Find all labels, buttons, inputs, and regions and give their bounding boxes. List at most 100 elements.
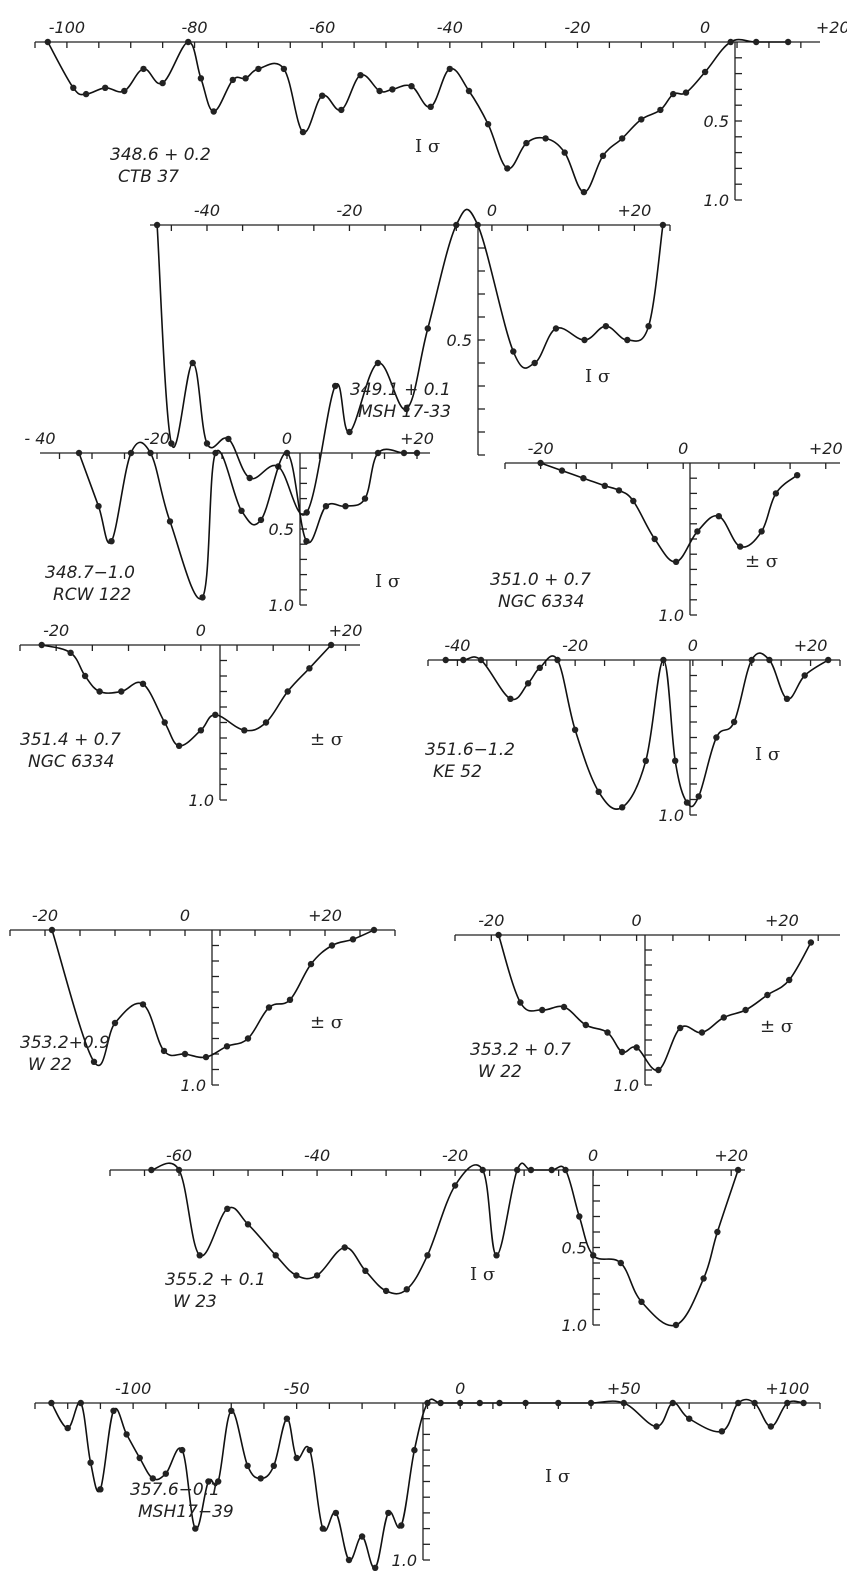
data-point <box>166 518 174 525</box>
data-point <box>476 1399 483 1407</box>
data-point <box>560 1003 568 1011</box>
data-point <box>446 65 453 73</box>
x-tick-label: +50 <box>607 1379 641 1398</box>
data-point <box>328 942 336 949</box>
data-point <box>197 727 205 734</box>
data-point <box>97 1486 104 1493</box>
data-point <box>633 1044 640 1051</box>
data-point <box>599 152 607 159</box>
data-point <box>212 711 219 718</box>
sigma-error-bar: ± σ <box>760 1016 793 1037</box>
data-point <box>542 135 549 142</box>
data-point <box>257 516 265 524</box>
source-coordinates: 357.6−0.1 <box>130 1480 220 1500</box>
series-line <box>156 208 664 516</box>
data-point <box>48 926 56 934</box>
data-point <box>179 1446 186 1454</box>
data-point <box>242 75 249 82</box>
data-point <box>659 221 667 229</box>
data-point <box>77 1399 85 1407</box>
data-point <box>215 1478 222 1485</box>
data-point <box>465 87 473 95</box>
data-point <box>70 84 77 92</box>
data-point <box>595 788 602 795</box>
data-point <box>408 83 415 90</box>
data-point <box>619 804 626 811</box>
data-point <box>800 1399 807 1407</box>
data-point <box>160 1047 168 1055</box>
source-name: KE 52 <box>433 762 482 782</box>
data-point <box>96 688 103 695</box>
data-point <box>382 1287 390 1295</box>
x-tick-label: -20 <box>144 429 170 448</box>
data-point <box>548 1166 555 1174</box>
x-tick-label: 0 <box>196 621 206 640</box>
data-point <box>389 86 396 93</box>
x-tick-label: 0 <box>282 429 292 448</box>
x-tick-label: -20 <box>43 621 69 640</box>
data-point <box>794 472 801 479</box>
data-point <box>604 1029 611 1036</box>
data-point <box>299 128 307 136</box>
data-point <box>801 672 808 679</box>
data-point <box>714 1228 721 1236</box>
data-point <box>720 1014 727 1021</box>
data-point <box>514 1166 521 1174</box>
x-tick-label: - 40 <box>24 429 55 448</box>
data-point <box>374 359 382 367</box>
data-point <box>241 727 248 734</box>
source-name: W 23 <box>173 1292 217 1312</box>
data-point <box>601 482 608 489</box>
x-tick-label: +20 <box>794 636 828 655</box>
data-point <box>44 38 51 46</box>
source-coordinates: 351.4 + 0.7 <box>20 730 121 750</box>
data-point <box>772 490 780 497</box>
data-point <box>374 449 382 457</box>
data-point <box>657 106 664 114</box>
data-point <box>370 926 378 934</box>
data-point <box>580 188 588 196</box>
series-line <box>445 652 829 810</box>
data-point <box>118 688 125 695</box>
data-point <box>90 1058 98 1066</box>
data-point <box>181 1050 189 1058</box>
data-point <box>136 1454 143 1462</box>
data-point <box>437 1399 444 1407</box>
data-point <box>229 76 236 84</box>
data-point <box>672 1321 680 1329</box>
y-tick-label: 1.0 <box>659 606 684 625</box>
data-point <box>153 221 161 229</box>
x-tick-label: 0 <box>588 1146 598 1165</box>
series-line <box>47 38 789 193</box>
data-point <box>110 1407 117 1415</box>
data-point <box>713 734 720 741</box>
data-point <box>108 538 115 545</box>
data-point <box>75 449 83 457</box>
data-point <box>346 428 353 436</box>
data-point <box>442 656 449 664</box>
data-point <box>376 87 383 95</box>
data-point <box>306 1446 313 1454</box>
x-tick-label: -20 <box>528 439 554 458</box>
data-point <box>784 38 792 46</box>
data-point <box>202 1053 210 1061</box>
sigma-error-bar: ± σ <box>310 729 343 750</box>
data-point <box>197 75 205 82</box>
data-point <box>751 1399 758 1407</box>
data-point <box>460 656 467 664</box>
data-point <box>400 449 408 457</box>
panel-9: -60 0 -40 -20 +20 0.5 1.0 355.2 + 0.1W 23 I σ <box>109 1146 748 1335</box>
data-point <box>102 84 109 92</box>
data-point <box>345 1556 353 1564</box>
data-point <box>730 718 738 726</box>
data-point <box>784 1399 791 1407</box>
data-point <box>645 323 652 330</box>
data-point <box>537 459 544 467</box>
data-point <box>303 509 310 516</box>
source-coordinates: 353.2+0.9 <box>20 1033 110 1053</box>
x-tick-label: -40 <box>194 201 220 220</box>
x-tick-label: -80 <box>181 18 207 37</box>
data-point <box>510 348 517 355</box>
data-point <box>262 719 270 726</box>
data-point <box>638 1298 645 1306</box>
